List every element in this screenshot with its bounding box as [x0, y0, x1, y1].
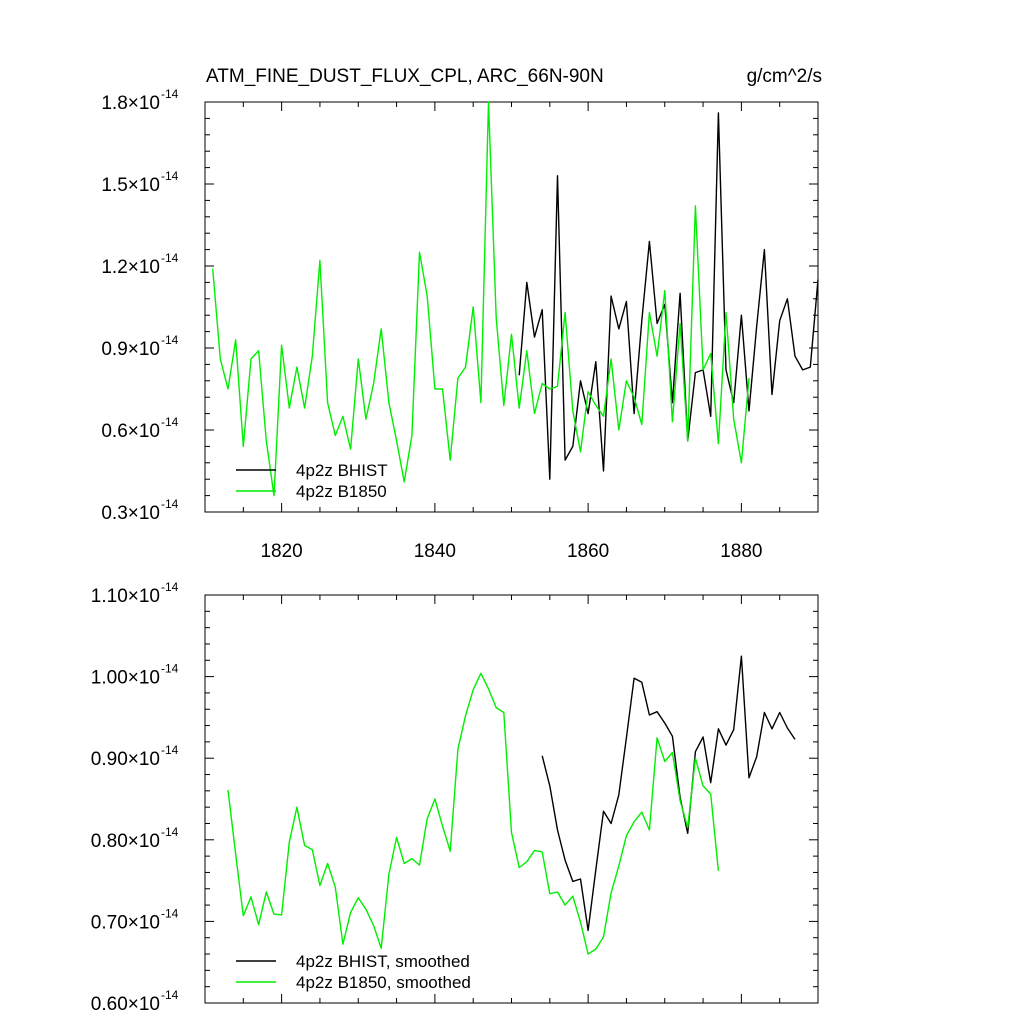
y-tick-label: 1.8×10: [101, 93, 160, 114]
series-line-b1850: [227, 672, 720, 955]
y-tick-exponent: -14: [161, 415, 179, 429]
legend-label: 4p2z B1850, smoothed: [296, 973, 471, 992]
x-tick-label: 1860: [567, 541, 609, 562]
top-panel: ATM_FINE_DUST_FLUX_CPL, ARC_66N-90N g/cm…: [101, 66, 822, 562]
y-tick-exponent: -14: [161, 580, 179, 594]
y-tick-label: 0.9×10: [101, 339, 160, 360]
bottom-y-tick-labels: 0.60×10 -140.70×10 -140.80×10 -140.90×10 -14…: [91, 580, 179, 1015]
y-tick-label: 1.5×10: [101, 175, 160, 196]
y-tick-exponent: -14: [161, 825, 179, 839]
y-tick-label: 1.2×10: [101, 257, 160, 278]
y-tick-label: 0.90×10: [91, 749, 160, 770]
y-tick-label: 0.60×10: [91, 994, 160, 1015]
series-line-bhist: [541, 655, 796, 932]
series-line-b1850: [212, 101, 750, 497]
series-line-bhist: [518, 112, 819, 480]
x-tick-label: 1840: [414, 541, 456, 562]
chart-title: ATM_FINE_DUST_FLUX_CPL, ARC_66N-90N: [206, 66, 604, 87]
y-tick-label: 0.6×10: [101, 421, 160, 442]
y-tick-exponent: -14: [161, 169, 179, 183]
y-tick-exponent: -14: [161, 497, 179, 511]
top-series-lines: [212, 101, 819, 497]
y-tick-label: 1.00×10: [91, 668, 160, 689]
y-tick-label: 0.70×10: [91, 912, 160, 933]
x-tick-label: 1820: [260, 541, 302, 562]
y-tick-label: 0.3×10: [101, 503, 160, 524]
top-ticks: [204, 101, 819, 513]
bottom-plot-frame: [204, 594, 819, 1004]
top-x-tick-labels: 1820 1840 1860 1880: [260, 541, 762, 562]
y-tick-label: 1.10×10: [91, 586, 160, 607]
y-tick-exponent: -14: [161, 662, 179, 676]
y-tick-exponent: -14: [161, 743, 179, 757]
legend-label: 4p2z B1850: [296, 482, 387, 501]
legend-label: 4p2z BHIST: [296, 461, 388, 480]
x-tick-label: 1880: [720, 541, 762, 562]
top-legend: 4p2z BHIST 4p2z B1850: [236, 461, 388, 501]
bottom-legend: 4p2z BHIST, smoothed 4p2z B1850, smoothed: [236, 952, 471, 992]
top-plot-frame: [204, 101, 819, 513]
bottom-panel: 0.60×10 -140.70×10 -140.80×10 -140.90×10 -14…: [91, 580, 819, 1015]
y-tick-label: 0.80×10: [91, 831, 160, 852]
bottom-ticks: [204, 594, 819, 1004]
units-label: g/cm^2/s: [747, 66, 822, 87]
y-tick-exponent: -14: [161, 251, 179, 265]
y-tick-exponent: -14: [161, 906, 179, 920]
y-tick-exponent: -14: [161, 333, 179, 347]
y-tick-exponent: -14: [161, 988, 179, 1002]
y-tick-exponent: -14: [161, 87, 179, 101]
bottom-series-lines: [227, 655, 796, 955]
legend-label: 4p2z BHIST, smoothed: [296, 952, 470, 971]
top-y-tick-labels: 0.3×10 -140.6×10 -140.9×10 -141.2×10 -141.5×…: [101, 87, 178, 524]
